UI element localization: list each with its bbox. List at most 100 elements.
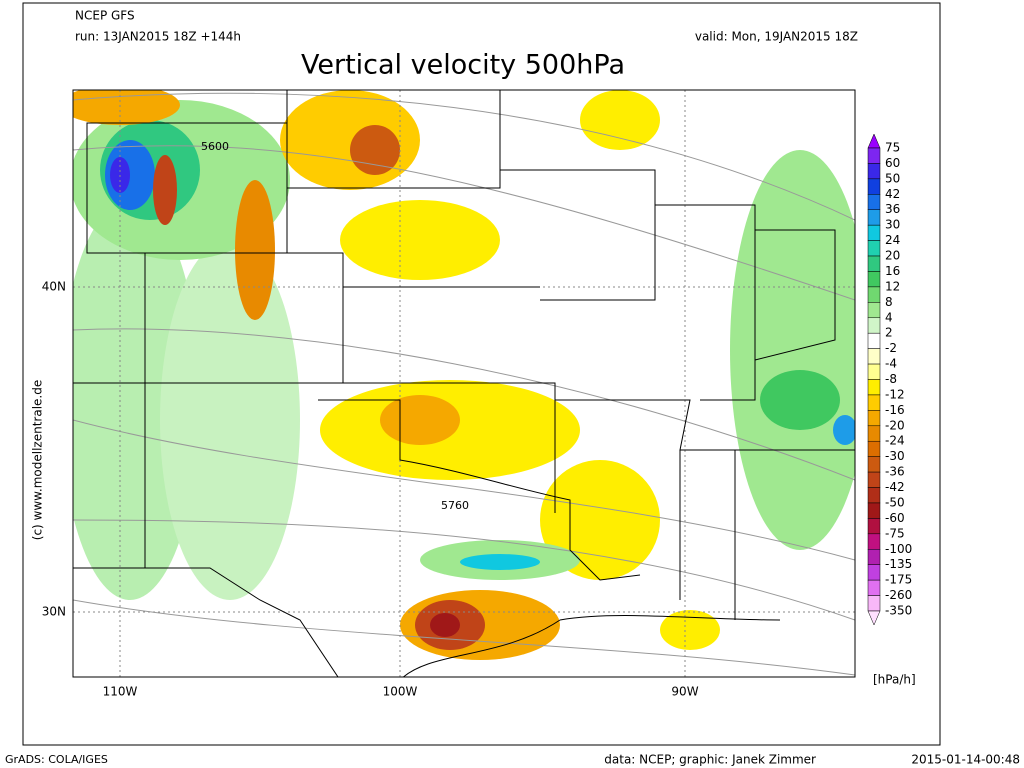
legend-unit: [hPa/h] [873, 673, 916, 687]
ellipse [730, 150, 855, 550]
state [73, 90, 344, 384]
lon-label: 90W [671, 685, 698, 699]
legend-label: 50 [885, 171, 900, 185]
legend-swatch [867, 579, 881, 596]
legend-label: -350 [885, 604, 912, 618]
legend-swatch [867, 595, 881, 612]
legend-label: -30 [885, 449, 905, 463]
state [287, 90, 501, 189]
legend-label: -100 [885, 542, 912, 556]
ellipse [73, 90, 180, 125]
legend-swatch [867, 440, 881, 457]
legend-swatch [867, 317, 881, 334]
valid: valid: Mon, 19JAN2015 18Z [695, 30, 858, 44]
legend-label: -60 [885, 511, 905, 525]
legend-label: -260 [885, 588, 912, 602]
title: Vertical velocity 500hPa [301, 50, 625, 81]
state [318, 399, 641, 581]
run: run: 13JAN2015 18Z +144h [75, 30, 241, 44]
hgt [73, 92, 855, 221]
ellipse [833, 415, 855, 445]
field [73, 90, 855, 677]
software: GrADS: COLA/IGES [5, 753, 108, 766]
ellipse [160, 240, 300, 600]
legend-label: 20 [885, 249, 900, 263]
legend-label: -75 [885, 526, 905, 540]
legend-label: 24 [885, 233, 900, 247]
legend-label: 75 [885, 141, 900, 155]
legend-swatch [867, 286, 881, 303]
legend-label: -4 [885, 357, 897, 371]
ellipse [760, 370, 840, 430]
legend-label: -42 [885, 480, 905, 494]
lon-label: 110W [103, 685, 138, 699]
legend-swatch [867, 456, 881, 473]
legend-label: -20 [885, 418, 905, 432]
ellipse [660, 610, 720, 650]
legend-swatch [867, 194, 881, 210]
legend-swatch [867, 379, 881, 396]
legend-label: -12 [885, 387, 905, 401]
legend-swatch [867, 533, 881, 550]
state [655, 204, 756, 401]
legend-swatch [867, 394, 881, 411]
legend-swatch [867, 271, 881, 288]
legend-label: -8 [885, 372, 897, 386]
source: data: NCEP; graphic: Janek Zimmer [604, 753, 816, 767]
legend-label: -50 [885, 495, 905, 509]
hgt [73, 328, 855, 481]
hgt [73, 419, 855, 561]
legend-swatch [867, 255, 881, 272]
legend-swatch [867, 410, 881, 427]
state [754, 229, 836, 361]
map-frame [72, 89, 856, 678]
frame [22, 2, 941, 746]
ellipse [380, 395, 460, 445]
legend-label: 2 [885, 326, 893, 340]
legend-swatch [867, 147, 881, 164]
lon-label: 100W [383, 685, 418, 699]
legend-arrow [867, 610, 881, 626]
legend-label: 8 [885, 295, 893, 309]
state [500, 169, 656, 301]
legend-swatch [867, 518, 881, 535]
legend-label: -16 [885, 403, 905, 417]
legend-swatch [867, 363, 881, 380]
legend-label: 12 [885, 279, 900, 293]
legend: 75605042363024201612842-2-4-8-12-16-20-2… [867, 133, 912, 626]
legend-label: 36 [885, 202, 900, 216]
ellipse [430, 613, 460, 637]
legend-swatch [867, 425, 881, 442]
contour-label: 5760 [441, 499, 469, 512]
hgt [73, 599, 855, 676]
legend-swatch [867, 564, 881, 581]
state [402, 615, 781, 677]
legend-label: 30 [885, 218, 900, 232]
state [145, 567, 339, 677]
state [318, 382, 556, 513]
ellipse [340, 200, 500, 280]
legend-swatch [867, 471, 881, 488]
legend-label: -175 [885, 573, 912, 587]
legend-swatch [867, 240, 881, 257]
legend-swatch [867, 487, 881, 504]
ellipse [235, 180, 275, 320]
ellipse [580, 90, 660, 150]
legend-label: 4 [885, 310, 893, 324]
model: NCEP GFS [75, 9, 135, 23]
legend-label: -135 [885, 557, 912, 571]
legend-label: 60 [885, 156, 900, 170]
legend-swatch [867, 302, 881, 319]
legend-arrow [867, 133, 881, 149]
hgt [73, 145, 855, 301]
lat-label: 40N [42, 280, 66, 294]
state [555, 399, 855, 451]
ellipse [153, 155, 177, 225]
lat-label: 30N [42, 605, 66, 619]
legend-swatch [867, 332, 881, 349]
state [679, 450, 736, 620]
timestamp: 2015-01-14-00:48 [911, 753, 1020, 767]
ellipse [460, 554, 540, 570]
legend-swatch [867, 209, 881, 226]
